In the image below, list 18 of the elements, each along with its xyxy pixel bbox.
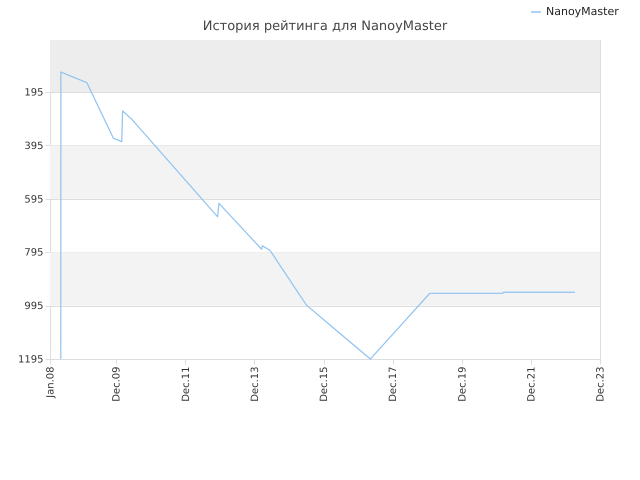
- chart-title: История рейтинга для NanoyMaster: [202, 19, 448, 34]
- y-tick-label: 195: [24, 88, 44, 99]
- x-tick-label: Dec.11: [180, 366, 192, 402]
- x-tick-label: Dec.17: [388, 366, 400, 402]
- legend-label: NanoyMaster: [546, 5, 620, 18]
- x-tick-label: Dec.15: [319, 366, 330, 402]
- y-tick-label: 395: [24, 140, 44, 152]
- x-tick-label: Dec.21: [526, 366, 538, 402]
- y-tick-label: 595: [24, 194, 44, 206]
- x-tick-label: Dec.19: [457, 366, 468, 402]
- y-tick-label: 995: [24, 301, 44, 312]
- x-tick-label: Dec.09: [112, 366, 123, 402]
- y-tick-label: 795: [24, 248, 44, 259]
- x-tick-label: Dec.13: [250, 366, 261, 402]
- x-tick-label: Jan.08: [46, 366, 56, 399]
- y-tick-label: 1195: [18, 354, 44, 366]
- x-tick-label: Dec.23: [596, 366, 606, 402]
- line-series: [60, 71, 576, 360]
